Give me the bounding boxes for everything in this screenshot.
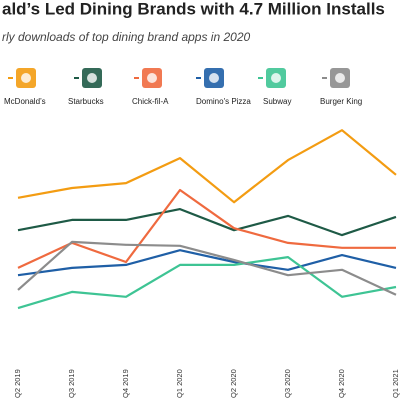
legend-label: Subway xyxy=(263,97,291,106)
series-line xyxy=(17,256,397,310)
x-tick-label: Q3 2020 xyxy=(283,369,292,398)
legend-icon-dot xyxy=(209,73,219,83)
legend-icon-dot xyxy=(147,73,157,83)
series-line xyxy=(17,208,397,237)
legend-icon-dot xyxy=(271,73,281,83)
x-tick-label: Q3 2019 xyxy=(67,369,76,398)
chart-title: ald’s Led Dining Brands with 4.7 Million… xyxy=(2,0,385,18)
legend-label: Domino's Pizza xyxy=(196,97,251,106)
series-line xyxy=(17,188,396,269)
legend-icon-dot xyxy=(335,73,345,83)
x-tick-label: Q4 2019 xyxy=(121,369,130,398)
legend-icon-dot xyxy=(87,73,97,83)
x-tick-label: Q1 2020 xyxy=(175,369,184,398)
x-tick-label: Q4 2020 xyxy=(337,369,346,398)
legend-icon-dot xyxy=(21,73,31,83)
series-line xyxy=(17,249,397,277)
legend-label: Burger King xyxy=(320,97,362,106)
x-tick-label: Q2 2020 xyxy=(229,369,238,398)
legend-label: Starbucks xyxy=(68,97,104,106)
legend-label: McDonald’s xyxy=(4,97,46,106)
chart-subtitle: rly downloads of top dining brand apps i… xyxy=(2,30,251,44)
legend-label: Chick-fil-A xyxy=(132,97,169,106)
x-tick-label: Q2 2019 xyxy=(13,369,22,398)
series-line xyxy=(17,240,397,296)
x-tick-label: Q1 2021 xyxy=(391,369,400,398)
series-line xyxy=(17,129,397,204)
legend: McDonald’s Starbucks Chick-fil-A Domino's P… xyxy=(4,68,362,106)
